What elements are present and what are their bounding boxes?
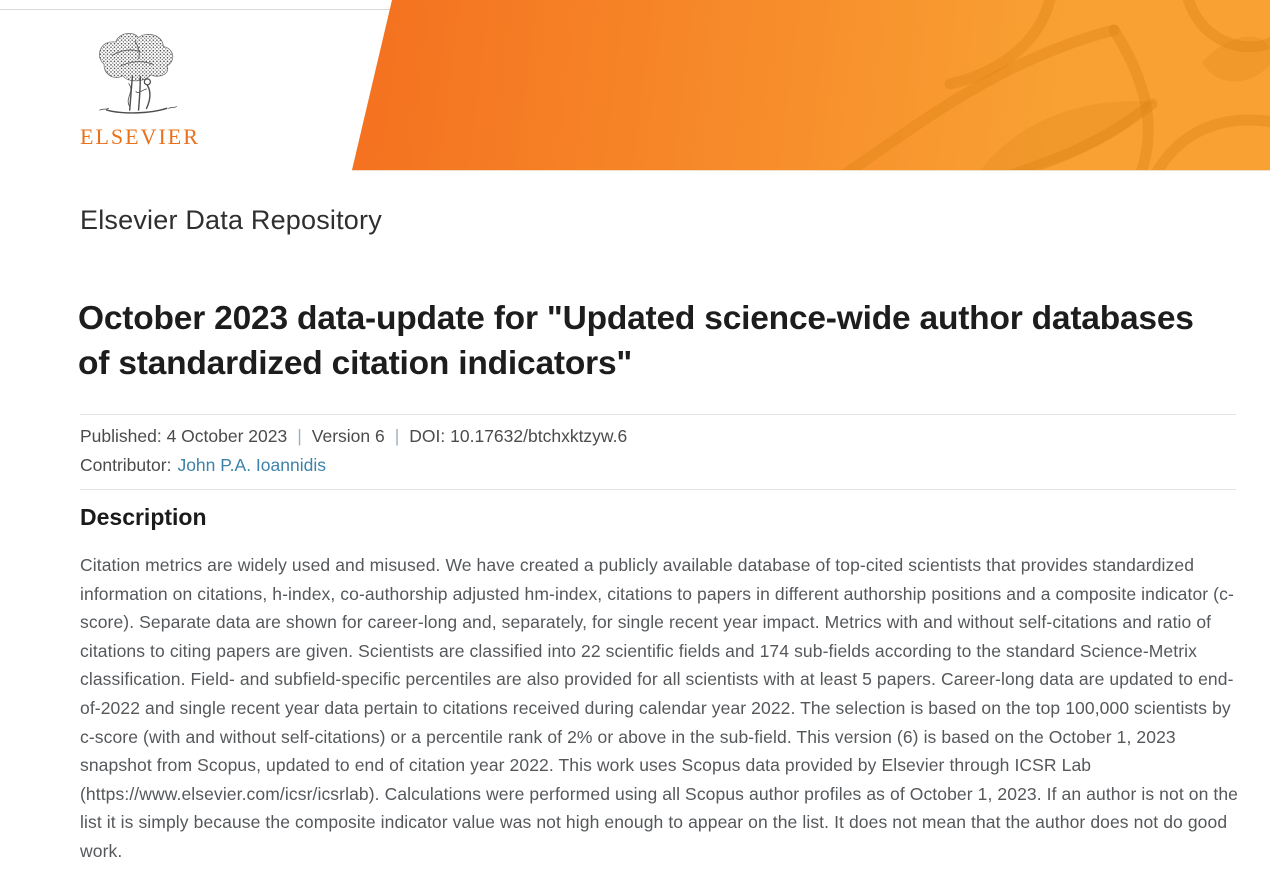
description-heading: Description <box>80 504 207 530</box>
version-text: Version 6 <box>311 426 385 446</box>
contributor-label: Contributor: <box>80 455 172 475</box>
dataset-title: October 2023 data-update for "Updated sc… <box>78 300 1194 383</box>
header-banner <box>352 0 1270 170</box>
page-top-border <box>0 9 392 10</box>
elsevier-wordmark: ELSEVIER <box>80 124 200 149</box>
metadata-block: Published: 4 October 2023 | Version 6 | DOI:… <box>80 414 1236 490</box>
metadata-row-contributor: Contributor: John P.A. Ioannidis <box>80 451 1236 480</box>
elsevier-logo[interactable]: ELSEVIER <box>80 26 210 150</box>
floral-pattern-icon <box>816 0 1270 170</box>
description-body: Citation metrics are widely used and mis… <box>80 555 1239 861</box>
elsevier-tree-icon <box>99 33 177 114</box>
separator: | <box>394 426 400 446</box>
contributor-link[interactable]: John P.A. Ioannidis <box>177 455 326 475</box>
separator: | <box>297 426 302 446</box>
metadata-row-published: Published: 4 October 2023 | Version 6 | DOI:… <box>80 422 1236 451</box>
doi-text: DOI: 10.17632/btchxktzyw.6 <box>409 426 628 446</box>
published-text: Published: 4 October 2023 <box>80 426 288 446</box>
site-name[interactable]: Elsevier Data Repository <box>80 205 382 235</box>
banner-underline <box>352 170 1270 171</box>
